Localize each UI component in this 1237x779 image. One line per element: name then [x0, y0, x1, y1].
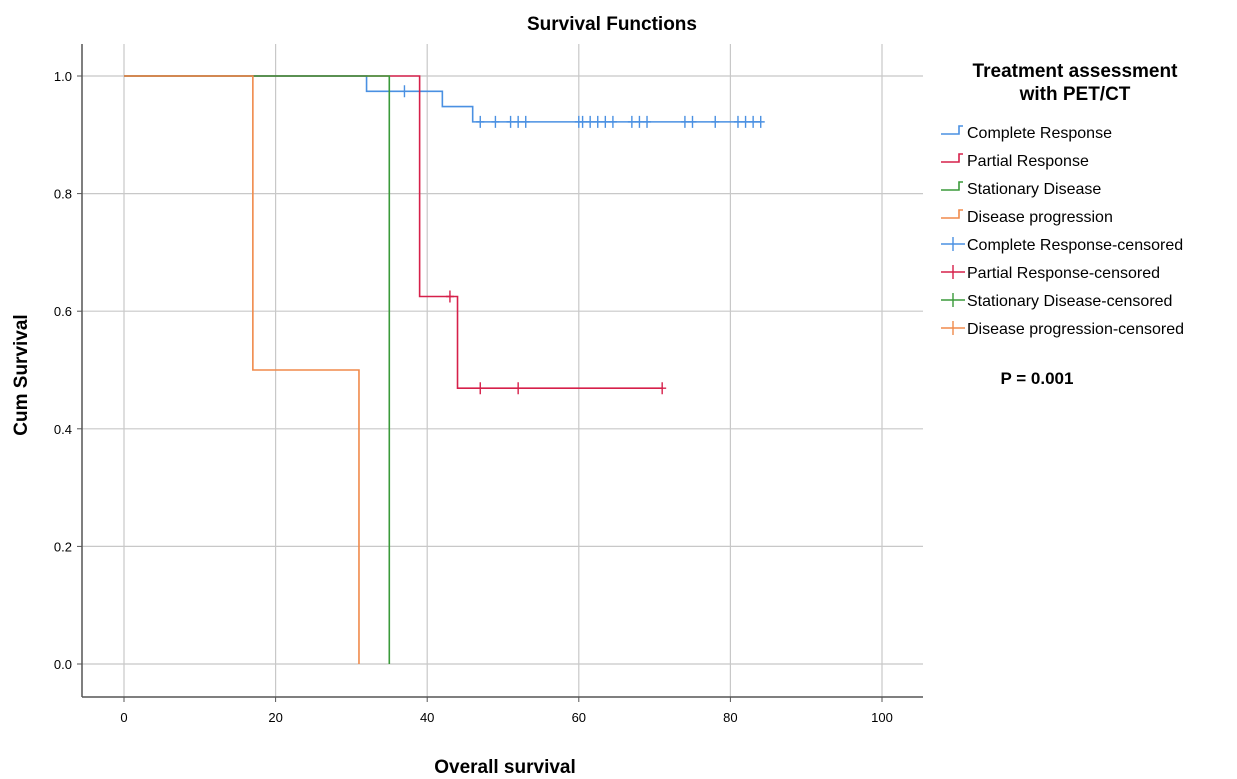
- censor-mark-0-15: [680, 115, 689, 128]
- legend-label-2: Stationary Disease: [967, 181, 1101, 198]
- legend-censor-label-2: Stationary Disease-censored: [967, 293, 1172, 310]
- censor-mark-0-4: [514, 115, 523, 128]
- censor-mark-0-12: [627, 115, 636, 128]
- y-tick-label: 1.0: [54, 69, 72, 84]
- censor-mark-0-10: [601, 115, 610, 128]
- legend-swatch-2: [941, 181, 963, 191]
- axes: [81, 44, 923, 698]
- censor-mark-0-19: [741, 115, 750, 128]
- censor-mark-0-21: [756, 115, 765, 128]
- censor-mark-0-16: [688, 115, 697, 128]
- legend-swatch-3: [941, 209, 963, 219]
- censor-marks: [400, 85, 765, 395]
- x-tick-label: 100: [871, 710, 893, 725]
- y-axis-label: Cum Survival: [11, 314, 32, 435]
- x-tick-label: 60: [572, 710, 586, 725]
- censor-mark-0-0: [400, 85, 409, 98]
- series-line-1: [124, 75, 663, 390]
- censor-mark-0-9: [593, 115, 602, 128]
- censor-mark-0-5: [521, 115, 530, 128]
- series-line-3: [124, 75, 360, 664]
- series-line-0: [124, 75, 761, 123]
- legend: Complete Response Partial Response Station…: [941, 125, 1184, 338]
- legend-label-1: Partial Response: [967, 153, 1089, 170]
- grid: [82, 44, 923, 697]
- censor-mark-0-3: [506, 115, 515, 128]
- censor-mark-1-0: [445, 290, 454, 303]
- censor-mark-0-17: [711, 115, 720, 128]
- legend-censor-swatch-2: [941, 293, 965, 307]
- legend-censor-label-0: Complete Response-censored: [967, 237, 1183, 254]
- x-tick-label: 20: [268, 710, 282, 725]
- y-tick-label: 0.4: [54, 422, 72, 437]
- x-tick-label: 40: [420, 710, 434, 725]
- censor-mark-0-18: [733, 115, 742, 128]
- legend-label-0: Complete Response: [967, 125, 1112, 142]
- y-tick-label: 0.8: [54, 187, 72, 202]
- x-axis-label: Overall survival: [434, 757, 576, 778]
- censor-mark-0-20: [749, 115, 758, 128]
- legend-title-line-1: Treatment assessment: [973, 61, 1179, 82]
- p-value-annotation: P = 0.001: [1001, 369, 1074, 388]
- chart-title: Survival Functions: [527, 14, 697, 35]
- censor-mark-1-3: [658, 382, 667, 395]
- legend-censor-swatch-3: [941, 321, 965, 335]
- censor-mark-1-1: [476, 382, 485, 395]
- legend-censor-label-3: Disease progression-censored: [967, 321, 1184, 338]
- censor-mark-0-2: [491, 115, 500, 128]
- y-tick-label: 0.0: [54, 657, 72, 672]
- legend-censor-label-1: Partial Response-censored: [967, 265, 1160, 282]
- series-lines: [124, 75, 761, 664]
- legend-swatch-1: [941, 153, 963, 163]
- censor-mark-0-7: [578, 115, 587, 128]
- censor-mark-0-13: [635, 115, 644, 128]
- x-tick-label: 80: [723, 710, 737, 725]
- y-tick-label: 0.2: [54, 539, 72, 554]
- legend-swatch-0: [941, 125, 963, 135]
- censor-mark-1-2: [514, 382, 523, 395]
- y-tick-label: 0.6: [54, 304, 72, 319]
- censor-mark-0-1: [476, 115, 485, 128]
- censor-mark-0-8: [586, 115, 595, 128]
- legend-title-line-2: with PET/CT: [1019, 84, 1131, 105]
- legend-censor-swatch-0: [941, 237, 965, 251]
- x-tick-label: 0: [120, 710, 127, 725]
- censor-mark-0-11: [608, 115, 617, 128]
- legend-label-3: Disease progression: [967, 209, 1113, 226]
- ticks: 0 20 40 60 80 100 0.0 0.2 0.4 0.6 0.8 1.0: [54, 69, 893, 725]
- censor-mark-0-14: [643, 115, 652, 128]
- legend-censor-swatch-1: [941, 265, 965, 279]
